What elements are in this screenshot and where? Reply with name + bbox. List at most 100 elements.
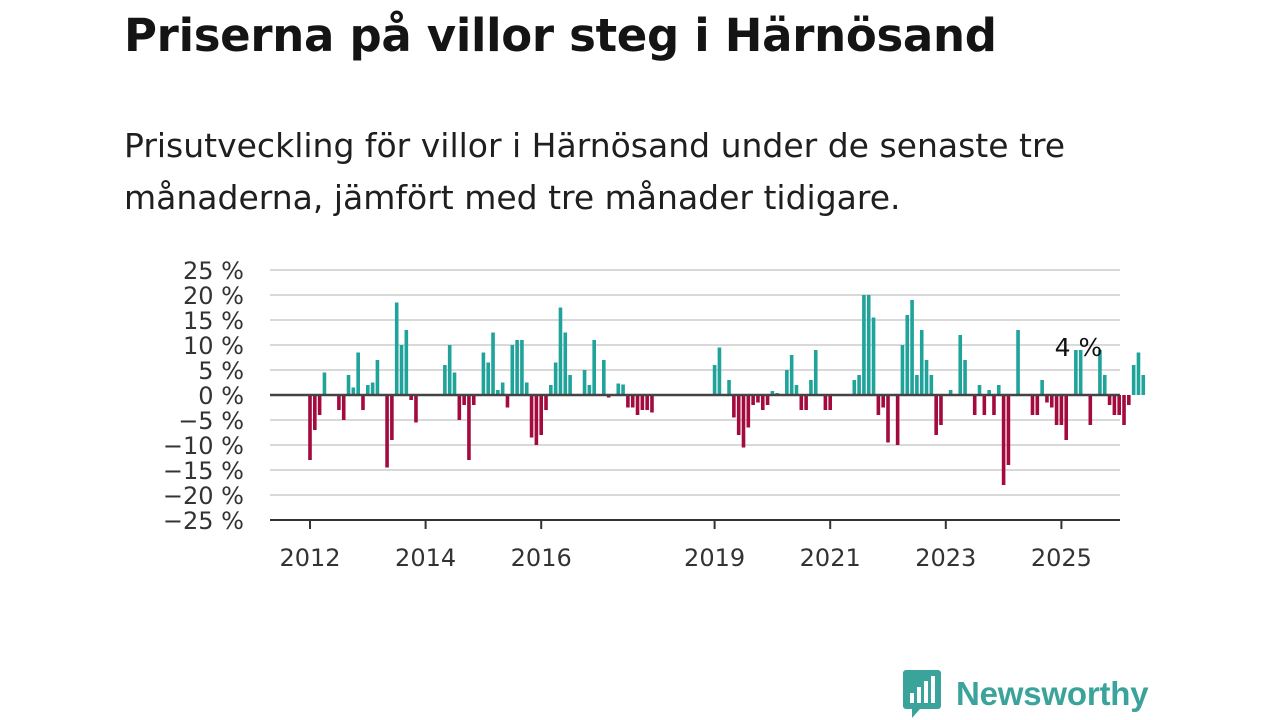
bar <box>982 395 987 415</box>
bar <box>317 395 322 415</box>
bar <box>939 395 943 425</box>
bar <box>919 330 924 395</box>
grid-lines <box>270 269 1120 496</box>
y-tick-label: 10 % <box>183 332 244 360</box>
x-tick-label: 2021 <box>800 544 861 572</box>
bar <box>794 385 799 395</box>
bar <box>510 345 515 395</box>
bar <box>804 395 808 410</box>
bar <box>886 395 890 443</box>
y-tick-label: 0 % <box>198 382 244 410</box>
x-tick-label: 2016 <box>511 544 572 572</box>
x-tick-label: 2019 <box>684 544 745 572</box>
bar <box>457 395 462 420</box>
brand-logo: Newsworthy <box>902 668 1149 720</box>
bar <box>563 332 568 395</box>
x-tick-label: 2023 <box>915 544 976 572</box>
bar <box>760 395 765 410</box>
bar <box>1131 365 1136 395</box>
bar <box>346 375 351 395</box>
bar <box>481 352 486 395</box>
bar <box>751 395 755 405</box>
bar <box>823 395 828 410</box>
bar <box>1088 395 1093 425</box>
bar <box>1107 395 1112 405</box>
bar <box>549 385 553 395</box>
bar <box>635 395 640 415</box>
bar <box>452 372 457 395</box>
y-tick-label: 20 % <box>183 282 244 310</box>
bar <box>1064 395 1069 440</box>
bar <box>1030 395 1035 415</box>
bar <box>582 370 587 395</box>
bar <box>558 307 563 395</box>
bar <box>996 385 1001 395</box>
bar <box>905 315 910 395</box>
bar <box>602 360 606 395</box>
y-tick-label: −15 % <box>163 457 244 485</box>
bar <box>390 395 394 440</box>
bar <box>1122 395 1126 425</box>
bar <box>515 340 519 395</box>
bar <box>1141 375 1146 395</box>
bar <box>366 385 370 395</box>
bar <box>958 335 963 395</box>
bar <box>712 365 717 395</box>
bar <box>385 395 389 468</box>
bar <box>520 340 524 395</box>
y-axis-ticks: 25 %20 %15 %10 %5 %0 %−5 %−10 %−15 %−20 … <box>163 257 244 535</box>
bar <box>621 384 625 395</box>
bar <box>630 395 635 408</box>
bar <box>462 395 466 405</box>
bar <box>337 395 341 410</box>
bar <box>1054 395 1059 425</box>
bar <box>785 370 789 395</box>
y-tick-label: −5 % <box>178 407 244 435</box>
bar <box>948 390 953 395</box>
bar <box>351 387 356 395</box>
bar <box>992 395 996 415</box>
bar <box>534 395 539 445</box>
bar <box>322 372 327 395</box>
bar <box>587 385 592 395</box>
bar <box>929 375 934 395</box>
bar <box>1001 395 1006 485</box>
x-tick-label: 2014 <box>395 544 456 572</box>
bar <box>1098 350 1102 395</box>
bar <box>341 395 346 420</box>
bar <box>915 375 919 395</box>
bar <box>524 382 529 395</box>
bar <box>857 375 861 395</box>
bar <box>809 380 813 395</box>
bar <box>529 395 534 438</box>
newsworthy-logo-icon <box>903 670 941 718</box>
bar <box>765 395 770 405</box>
bar <box>1016 330 1020 395</box>
bar <box>746 395 751 428</box>
bar <box>539 395 543 435</box>
bar <box>1040 380 1044 395</box>
bar <box>972 395 977 415</box>
bar <box>361 395 365 410</box>
bar <box>871 317 876 395</box>
bar <box>789 355 794 395</box>
bar <box>505 395 510 408</box>
bar <box>553 362 558 395</box>
bar <box>414 395 418 423</box>
bar <box>866 295 871 395</box>
bar <box>1074 350 1078 395</box>
bar <box>409 395 413 400</box>
bar <box>963 360 967 395</box>
bar <box>443 365 447 395</box>
bar <box>862 295 866 395</box>
bar <box>568 375 572 395</box>
last-value-annotation: 4 % <box>1055 333 1103 362</box>
axes <box>270 393 1120 521</box>
bar <box>640 395 645 410</box>
bar <box>592 340 596 395</box>
bar <box>313 395 317 430</box>
y-tick-label: −10 % <box>163 432 244 460</box>
bar <box>934 395 938 435</box>
bar <box>813 350 818 395</box>
bar <box>308 395 312 460</box>
